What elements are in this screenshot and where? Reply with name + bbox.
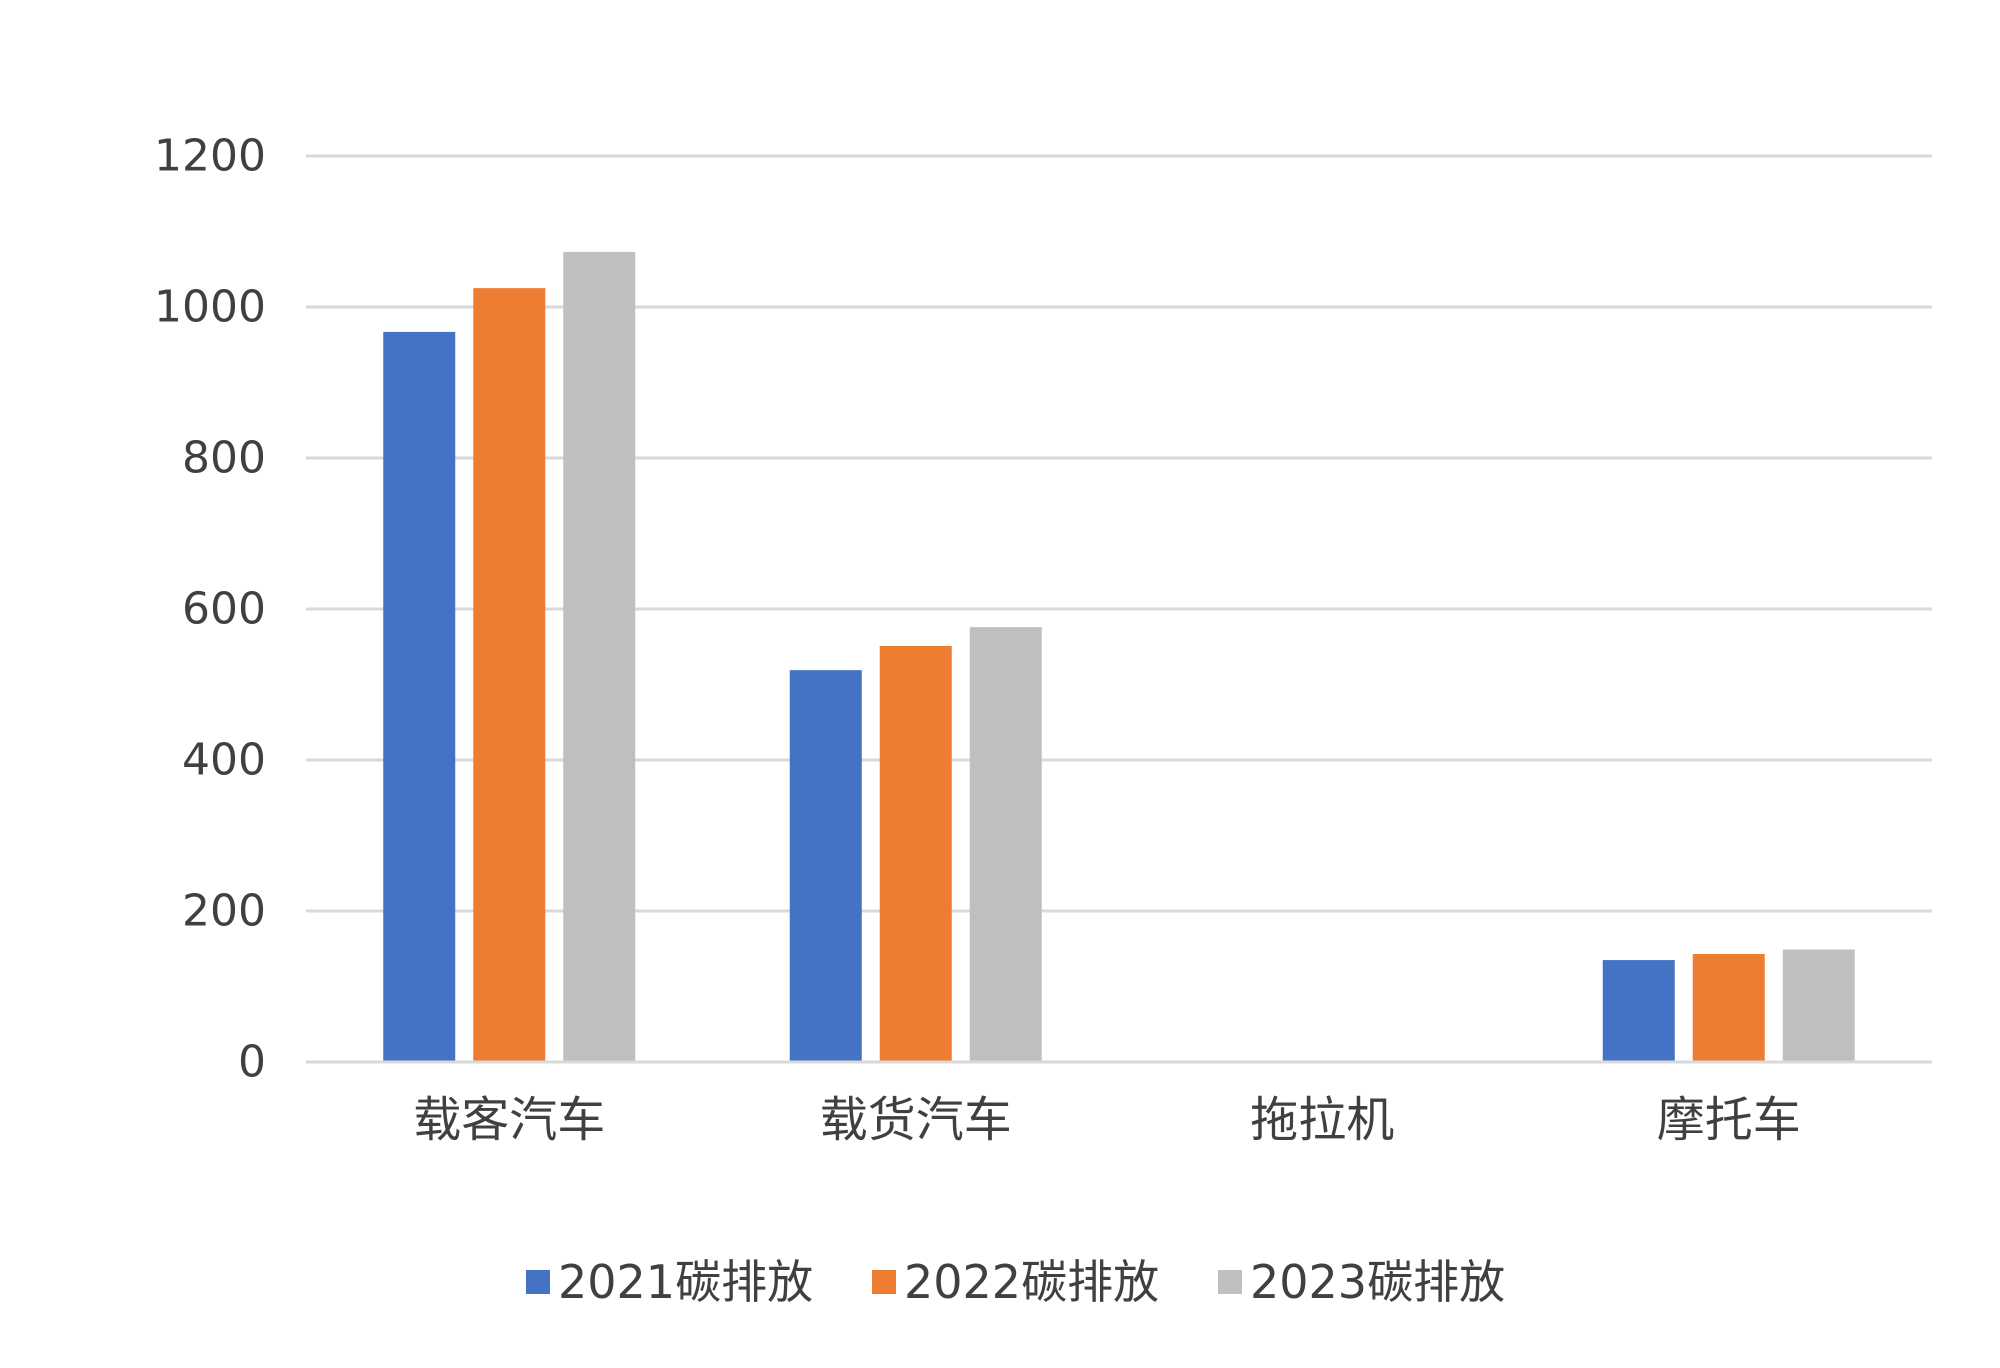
- y-tick-label: 200: [182, 886, 266, 937]
- legend: 2021碳排放 2022碳排放 2023碳排放: [526, 1255, 1505, 1309]
- bar: [563, 251, 636, 1062]
- x-axis: 载客汽车 载货汽车 拖拉机 摩托车: [413, 1092, 1801, 1148]
- legend-swatch: [872, 1270, 896, 1294]
- y-tick-label: 800: [182, 433, 266, 484]
- y-axis: 0 200 400 600 800 1000 1200: [154, 131, 266, 1088]
- gridlines: [306, 154, 1932, 913]
- bar: [1602, 960, 1675, 1062]
- x-tick-label: 摩托车: [1657, 1092, 1801, 1148]
- bar: [789, 670, 862, 1062]
- bar: [473, 288, 546, 1062]
- legend-swatch: [1218, 1270, 1242, 1294]
- y-tick-label: 1000: [154, 282, 266, 333]
- legend-label: 2021碳排放: [558, 1255, 813, 1309]
- x-tick-label: 载货汽车: [820, 1092, 1012, 1148]
- legend-swatch: [526, 1270, 550, 1294]
- x-tick-label: 载客汽车: [413, 1092, 605, 1148]
- x-tick-label: 拖拉机: [1250, 1092, 1394, 1148]
- bar: [879, 645, 952, 1062]
- bar: [1692, 954, 1765, 1062]
- bars: [383, 251, 1855, 1062]
- legend-label: 2023碳排放: [1250, 1255, 1505, 1309]
- legend-label: 2022碳排放: [904, 1255, 1159, 1309]
- y-tick-label: 400: [182, 735, 266, 786]
- y-tick-label: 600: [182, 584, 266, 635]
- bar: [383, 331, 456, 1062]
- y-tick-label: 1200: [154, 131, 266, 182]
- bar: [1782, 949, 1855, 1062]
- bar: [969, 627, 1042, 1062]
- y-tick-label: 0: [238, 1037, 266, 1088]
